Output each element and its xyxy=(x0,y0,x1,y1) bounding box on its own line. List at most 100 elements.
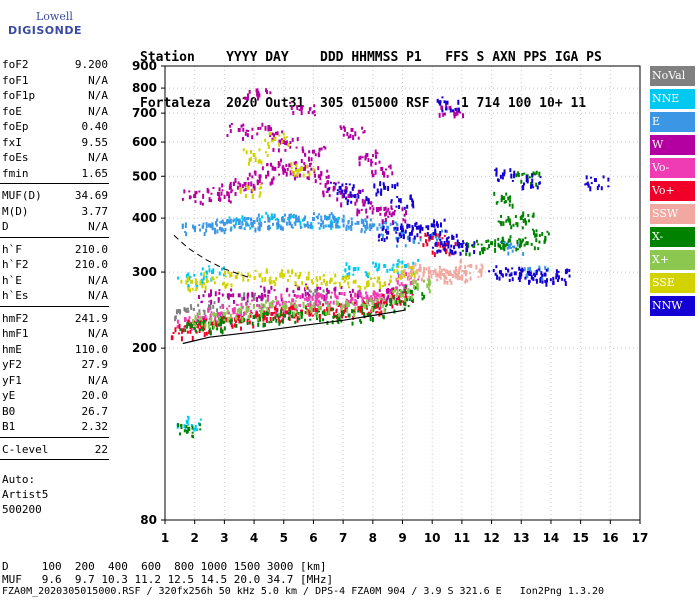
echo-pixel xyxy=(295,216,298,221)
echo-pixel xyxy=(306,286,309,290)
echo-pixel xyxy=(585,175,588,180)
echo-pixel xyxy=(197,422,200,426)
echo-pixel xyxy=(488,270,491,273)
echo-pixel xyxy=(227,311,230,315)
echo-pixel xyxy=(342,312,345,317)
echo-pixel xyxy=(361,302,364,306)
echo-pixel xyxy=(178,432,181,436)
echo-pixel xyxy=(499,220,502,224)
auto-scaling-line: 500200 xyxy=(2,503,42,516)
echo-pixel xyxy=(261,166,264,171)
echo-pixel xyxy=(233,218,236,222)
echo-pixel xyxy=(354,292,357,298)
echo-pixel xyxy=(309,311,312,317)
echo-pixel xyxy=(177,308,180,313)
echo-pixel xyxy=(189,288,192,293)
echo-pixel xyxy=(194,424,197,430)
echo-point xyxy=(228,185,232,190)
echo-pixel xyxy=(329,300,332,304)
echo-point xyxy=(237,127,241,132)
echo-pixel xyxy=(347,199,350,203)
echo-pixel xyxy=(300,315,303,319)
echo-pixel xyxy=(328,213,331,219)
echo-pixel xyxy=(407,265,410,270)
echo-pixel xyxy=(361,312,364,315)
echo-pixel xyxy=(480,272,483,278)
echo-pixel xyxy=(262,313,265,319)
echo-pixel xyxy=(245,184,248,187)
echo-pixel xyxy=(210,289,213,295)
echo-pixel xyxy=(256,92,259,95)
echo-pixel xyxy=(190,306,193,310)
param-row: fmin 1.65 xyxy=(2,167,108,181)
echo-point xyxy=(401,228,404,233)
echo-pixel xyxy=(410,298,413,303)
echo-point xyxy=(252,315,256,320)
echo-pixel xyxy=(377,303,380,308)
echo-pixel xyxy=(250,299,253,302)
echo-pixel xyxy=(323,309,326,313)
echo-pixel xyxy=(187,415,190,420)
echo-pixel xyxy=(353,301,356,304)
echo-pixel xyxy=(379,226,382,229)
echo-pixel xyxy=(397,274,400,279)
echo-pixel xyxy=(428,289,431,294)
echo-pixel xyxy=(278,319,281,323)
echo-pixel xyxy=(290,269,293,275)
echo-pixel xyxy=(436,234,439,238)
echo-pixel xyxy=(242,136,245,141)
echo-pixel xyxy=(280,319,283,323)
echo-pixel xyxy=(340,202,343,208)
echo-pixel xyxy=(293,314,296,319)
echo-pixel xyxy=(447,271,450,277)
echo-pixel xyxy=(365,271,368,277)
echo-pixel xyxy=(290,167,293,170)
echo-pixel xyxy=(343,309,346,314)
param-value: 3.77 xyxy=(81,204,109,218)
echo-pixel xyxy=(238,187,241,190)
echo-point xyxy=(395,300,399,305)
echo-pixel xyxy=(240,225,243,230)
echo-pixel xyxy=(247,314,250,319)
echo-pixel xyxy=(266,214,269,219)
echo-pixel xyxy=(329,279,332,284)
echo-pixel xyxy=(338,225,341,229)
echo-pixel xyxy=(384,281,387,287)
echo-pixel xyxy=(497,242,500,247)
echo-pixel xyxy=(270,301,273,306)
echo-pixel xyxy=(229,227,232,232)
echo-pixel xyxy=(404,296,407,300)
echo-pixel xyxy=(234,191,237,196)
echo-pixel xyxy=(369,223,372,228)
echo-pixel xyxy=(349,192,352,195)
echo-pixel xyxy=(183,429,186,433)
echo-pixel xyxy=(345,227,348,232)
echo-pixel xyxy=(194,315,197,321)
echo-pixel xyxy=(397,265,400,268)
echo-pixel xyxy=(523,172,526,175)
legend-item: W xyxy=(650,135,695,155)
echo-pixel xyxy=(222,266,225,270)
echo-pixel xyxy=(446,230,449,234)
echo-pixel xyxy=(454,276,457,279)
echo-pixel xyxy=(412,237,415,243)
x-tick-label: 10 xyxy=(424,531,441,545)
echo-point xyxy=(300,166,304,171)
echo-pixel xyxy=(434,268,437,273)
echo-pixel xyxy=(475,264,478,270)
param-row: hmE 110.0 xyxy=(2,343,108,357)
echo-pixel xyxy=(332,188,335,192)
echo-pixel xyxy=(428,266,431,272)
echo-pixel xyxy=(334,273,337,278)
echo-pixel xyxy=(200,272,203,276)
echo-pixel xyxy=(319,286,322,290)
echo-pixel xyxy=(383,301,386,304)
echo-point xyxy=(252,296,256,301)
echo-pixel xyxy=(341,277,344,281)
echo-pixel xyxy=(320,217,323,222)
echo-pixel xyxy=(449,248,452,254)
echo-pixel xyxy=(378,263,381,269)
echo-pixel xyxy=(358,291,361,296)
echo-pixel xyxy=(205,331,208,336)
echo-point xyxy=(501,172,505,177)
